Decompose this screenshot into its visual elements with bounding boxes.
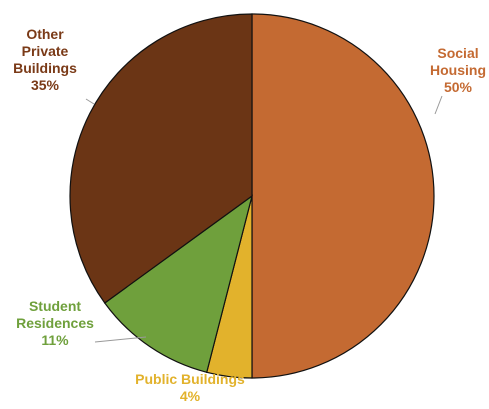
pie-slice-other-private-buildings — [69, 13, 253, 304]
leader-line-social-housing — [434, 95, 443, 115]
data-label-student-residences: Student Residences 11% — [16, 298, 94, 348]
data-label-other-private-buildings: Other Private Buildings 35% — [13, 26, 77, 93]
data-label-public-buildings: Public Buildings 4% — [135, 371, 245, 404]
leader-line-other-private-buildings — [85, 98, 95, 105]
data-label-social-housing: Social Housing 50% — [430, 45, 486, 95]
pie-slice-social-housing — [251, 13, 435, 379]
leader-line-student-residences — [94, 336, 147, 343]
pie-slice-student-residences — [103, 194, 253, 374]
